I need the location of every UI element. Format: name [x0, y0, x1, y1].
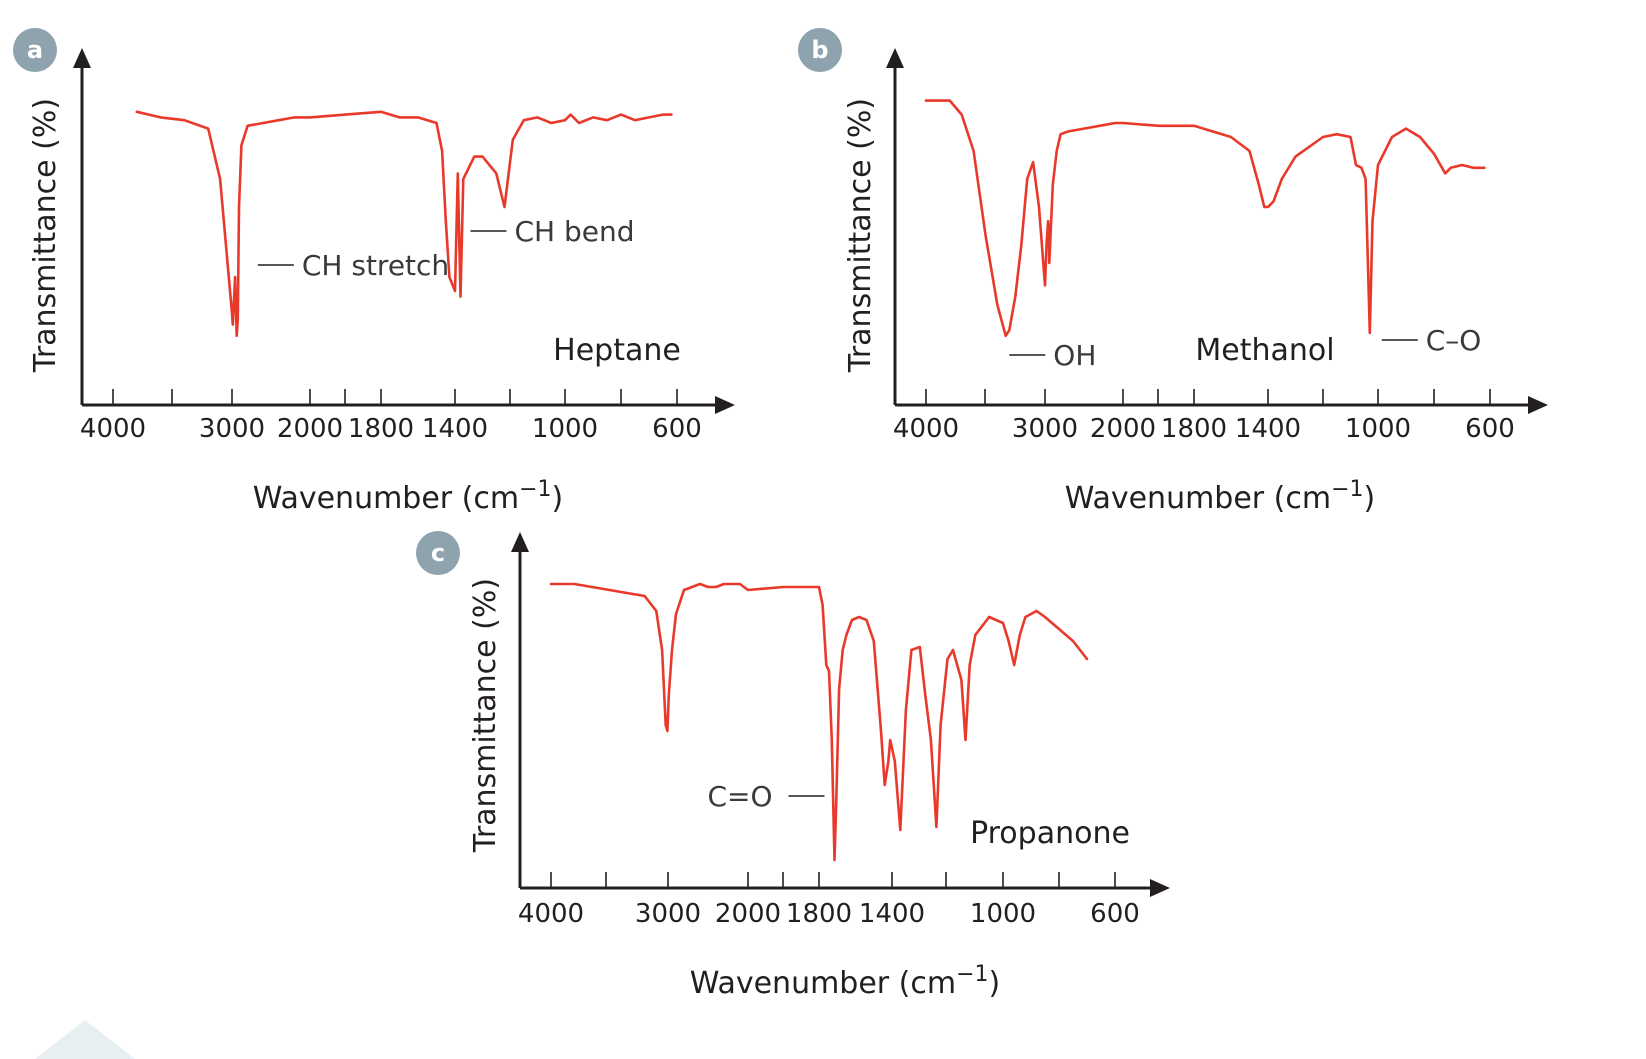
x-tick-label: 2000 [1090, 414, 1156, 444]
annotations: OH C–O [1009, 324, 1481, 372]
spectrum-plot [549, 582, 1089, 862]
panel-a: a Transmittance (%) 4000 3000 2000 1800 1400… [13, 28, 735, 516]
panel-badge [13, 28, 57, 72]
compound-name: Methanol [1195, 333, 1334, 368]
x-tick-label: 2000 [277, 414, 343, 444]
x-tick-label: 1800 [1161, 414, 1227, 444]
panel-badge [416, 531, 460, 575]
axes [73, 48, 735, 414]
annotation-label: C–O [1426, 324, 1482, 357]
spectrum-plot [924, 99, 1486, 338]
x-axis-label: Wavenumber (cm−1) [253, 477, 564, 516]
axes [511, 532, 1170, 897]
y-axis-arrow [73, 48, 91, 68]
x-axis-label-superscript: −1 [519, 477, 551, 502]
x-tick-label: 4000 [80, 414, 146, 444]
x-tick-label: 1400 [1235, 414, 1301, 444]
y-axis-arrow [511, 532, 529, 552]
panel-label: a [27, 36, 43, 64]
x-tick-label: 3000 [1012, 414, 1078, 444]
x-axis-arrow [1150, 879, 1170, 897]
x-tick-label: 1400 [422, 414, 488, 444]
x-tick-label: 1000 [532, 414, 598, 444]
spectrum-plot [135, 110, 673, 338]
panel-badge [798, 28, 842, 72]
x-axis-label-close: ) [1364, 481, 1376, 516]
axes [886, 48, 1548, 414]
panel-c: c Transmittance (%) 4000 3000 2000 1800 1400… [416, 531, 1170, 1001]
decorative-corner-triangle [35, 1020, 135, 1059]
panel-label: b [811, 36, 828, 64]
x-tick-labels: 4000 3000 2000 1800 1400 1000 600 [893, 414, 1515, 444]
x-tick-labels: 4000 3000 2000 1800 1400 1000 600 [518, 899, 1140, 929]
compound-name: Propanone [970, 816, 1130, 851]
annotation-label: OH [1053, 339, 1096, 372]
x-tick-label: 3000 [199, 414, 265, 444]
x-tick-label: 4000 [518, 899, 584, 929]
x-tick-label: 3000 [635, 899, 701, 929]
x-axis-label-text: Wavenumber (cm [1065, 481, 1331, 516]
x-axis-label-close: ) [552, 481, 564, 516]
x-axis-label: Wavenumber (cm−1) [1065, 477, 1376, 516]
x-tick-label: 600 [1090, 899, 1140, 929]
spectrum-line [549, 582, 1089, 862]
y-axis-label: Transmittance (%) [28, 98, 63, 373]
x-tick-label: 2000 [715, 899, 781, 929]
x-tick-label: 1800 [786, 899, 852, 929]
x-tick-label: 600 [652, 414, 702, 444]
compound-name: Heptane [553, 333, 681, 368]
annotations: C=O [707, 780, 825, 813]
y-axis-label: Transmittance (%) [843, 98, 878, 373]
x-tick-label: 600 [1465, 414, 1515, 444]
x-tick-label: 4000 [893, 414, 959, 444]
x-axis-label: Wavenumber (cm−1) [690, 962, 1001, 1001]
x-tick-label: 1800 [348, 414, 414, 444]
y-axis-label: Transmittance (%) [468, 578, 503, 853]
y-axis-arrow [886, 48, 904, 68]
x-axis-label-close: ) [989, 966, 1001, 1001]
x-tick-label: 1000 [1345, 414, 1411, 444]
annotation-label: C=O [707, 780, 772, 813]
spectrum-line [135, 110, 673, 338]
x-axis-arrow [715, 396, 735, 414]
annotation-label: CH stretch [302, 249, 449, 282]
x-axis-label-superscript: −1 [956, 962, 988, 987]
x-tick-labels: 4000 3000 2000 1800 1400 1000 600 [80, 414, 702, 444]
annotation-label: CH bend [515, 215, 635, 248]
spectrum-line [924, 99, 1486, 338]
x-axis-arrow [1528, 396, 1548, 414]
panel-b: b Transmittance (%) 4000 3000 2000 1800 1400… [798, 28, 1548, 516]
x-axis-label-text: Wavenumber (cm [253, 481, 519, 516]
x-tick-label: 1400 [859, 899, 925, 929]
x-axis-label-text: Wavenumber (cm [690, 966, 956, 1001]
annotations: CH stretch CH bend [257, 215, 635, 282]
panel-label: c [431, 539, 445, 567]
x-axis-label-superscript: −1 [1331, 477, 1363, 502]
x-tick-label: 1000 [970, 899, 1036, 929]
